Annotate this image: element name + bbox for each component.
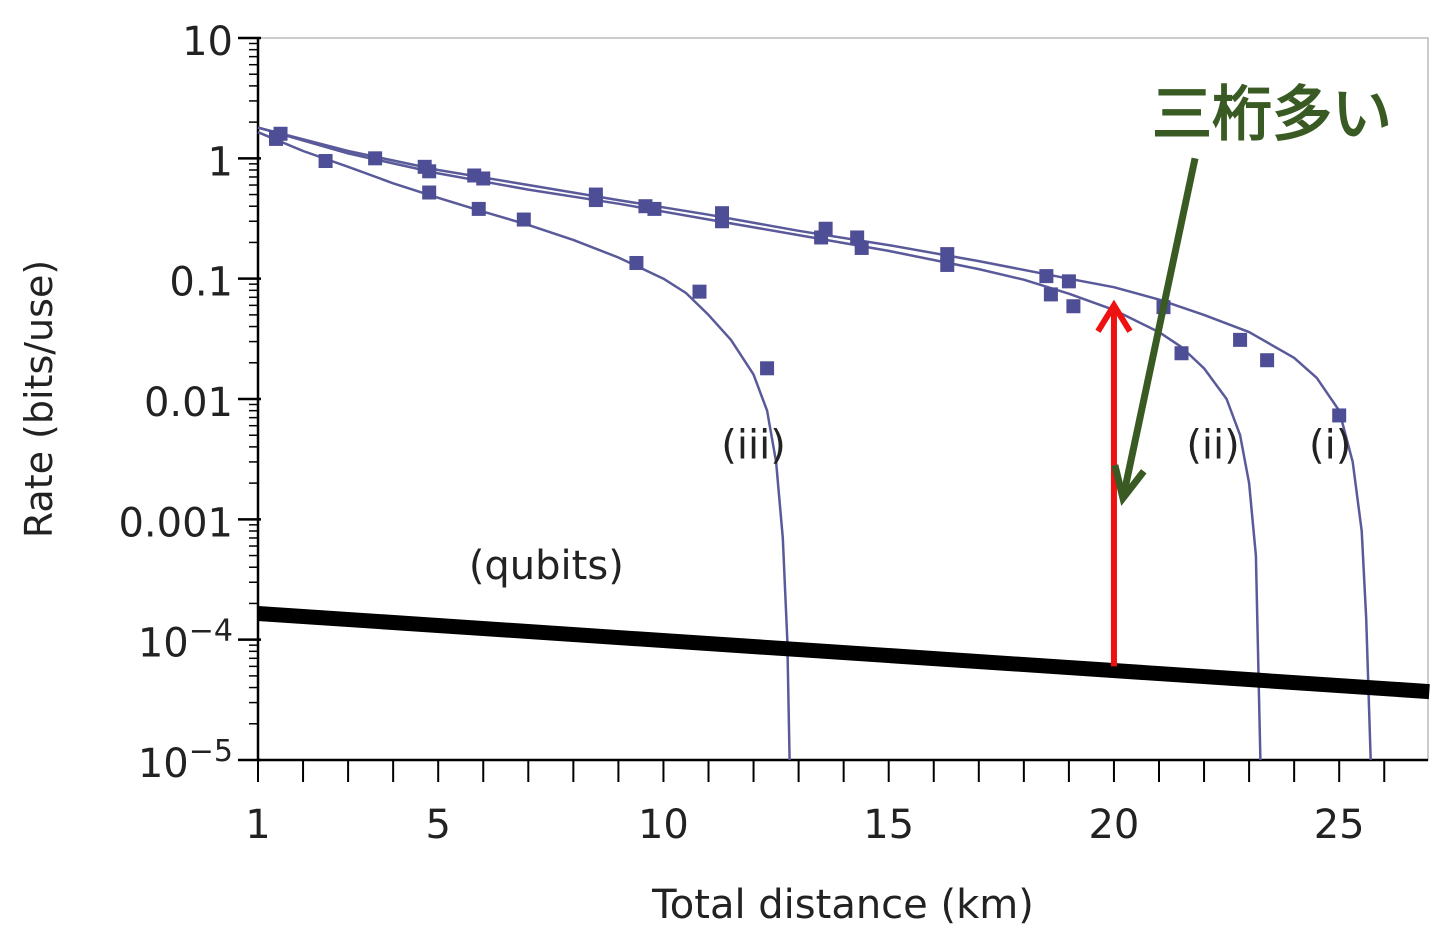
data-point [940,257,955,272]
data-point [368,151,383,166]
data-point [1043,287,1058,302]
y-tick-label: 10−4 [138,614,233,667]
series-line-curve-0 [257,126,1372,761]
data-point [516,212,531,227]
data-point [1332,408,1347,423]
data-point [692,284,707,299]
data-point [940,247,955,262]
data-point [422,164,437,179]
data-point [588,193,603,208]
x-tick-label: 20 [1088,802,1139,848]
x-tick-label: 5 [425,802,450,848]
y-tick-label: 0.01 [144,380,233,426]
y-axis-title: Rate (bits/use) [17,260,61,538]
data-point [471,201,486,216]
series-line-curve-2 [257,131,791,761]
data-point [269,130,284,145]
data-point [1174,346,1189,361]
data-point [854,240,869,255]
y-tick-label: 0.1 [169,260,233,306]
data-point [760,361,775,376]
data-point [1061,274,1076,289]
data-point [1260,353,1275,368]
data-point [1039,269,1054,284]
y-tick-label: 0.001 [118,500,233,546]
green-arrow-shaft [1119,157,1199,499]
data-point [422,185,437,200]
data-point [476,171,491,186]
series-line-curve-1 [257,126,1262,761]
curve-label-ii: (ii) [1186,423,1239,469]
x-tick-label: 15 [863,802,914,848]
data-point [1066,299,1081,314]
green-arrow-head [1111,464,1147,507]
curve-label-iii: (iii) [721,423,786,469]
data-point [629,255,644,270]
x-axis-title: Total distance (km) [651,882,1034,924]
curve-label-i: (i) [1309,423,1351,469]
curve-label-qubits: (qubits) [469,543,624,589]
data-point [647,201,662,216]
y-tick-exponent: −5 [189,734,233,769]
x-tick-label: 25 [1314,802,1365,848]
japanese-annotation: 三桁多い [1152,80,1392,150]
y-tick-label: 10 [182,19,233,65]
x-tick-label: 1 [245,802,270,848]
y-tick-label: 1 [208,139,233,185]
series-line-qubits [257,606,1430,700]
x-tick-label: 10 [638,802,689,848]
red-arrow-head [1095,299,1133,333]
data-point [318,154,333,169]
data-point [814,230,829,245]
y-tick-label: 10−5 [138,734,233,787]
data-point [715,214,730,229]
y-tick-exponent: −4 [189,614,233,649]
data-point [1233,332,1248,347]
